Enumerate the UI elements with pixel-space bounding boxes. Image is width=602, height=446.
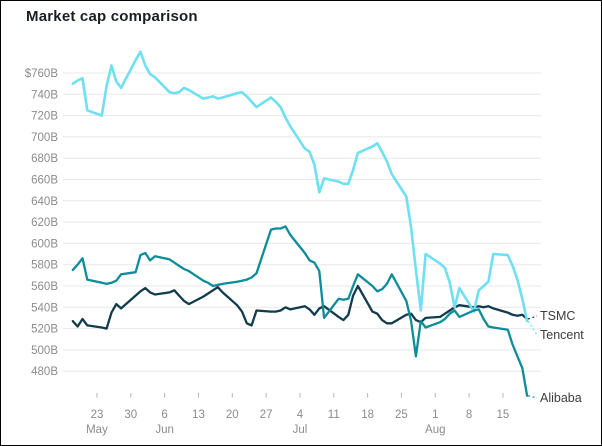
series-line-alibaba [71, 225, 529, 397]
x-axis-label: 25 [395, 409, 408, 421]
x-axis-label: 27 [260, 409, 273, 421]
y-axis-label: 660B [31, 175, 58, 187]
x-axis-label: 23 [91, 409, 104, 421]
y-axis-label: 720B [31, 111, 58, 123]
x-axis-label: 6 [161, 409, 167, 421]
chart-title: Market cap comparison [26, 8, 198, 25]
y-axis-label: 620B [31, 217, 58, 229]
y-axis-label: 600B [31, 238, 58, 250]
y-axis-label: 520B [31, 324, 58, 336]
y-axis-label: 500B [31, 345, 58, 357]
y-axis-label: 640B [31, 196, 58, 208]
x-axis-label: 30 [124, 409, 137, 421]
label-connector-tsmc [527, 315, 538, 320]
y-axis-label: 560B [31, 281, 58, 293]
label-connector-alibaba [527, 395, 538, 399]
x-axis-label: 15 [497, 409, 510, 421]
x-axis-label: 4 [297, 409, 304, 421]
x-axis-label: 20 [226, 409, 239, 421]
x-axis-month-label: Jun [155, 424, 174, 436]
y-axis-label: 480B [31, 366, 58, 378]
x-axis-label: 11 [328, 409, 340, 421]
x-axis-label: 1 [432, 409, 438, 421]
y-axis-label: 540B [31, 302, 58, 314]
x-axis-label: 13 [192, 409, 205, 421]
x-axis-month-label: Aug [425, 424, 445, 436]
x-axis-month-label: May [86, 424, 108, 436]
series-label-tencent: Tencent [540, 328, 584, 342]
series-label-tsmc: TSMC [540, 309, 575, 323]
series-label-alibaba: Alibaba [540, 391, 582, 405]
x-axis-month-label: Jul [293, 424, 308, 436]
x-axis-label: 18 [361, 409, 374, 421]
y-axis-label: 680B [31, 153, 58, 165]
y-axis-label: 740B [31, 89, 58, 101]
series-line-tsmc [71, 284, 529, 330]
y-axis-label: 700B [31, 132, 58, 144]
series-line-tencent [71, 50, 529, 323]
y-axis-label: $760B [25, 68, 59, 80]
y-axis-label: 580B [31, 260, 58, 272]
x-axis-label: 8 [466, 409, 472, 421]
label-connector-tencent [527, 320, 538, 336]
